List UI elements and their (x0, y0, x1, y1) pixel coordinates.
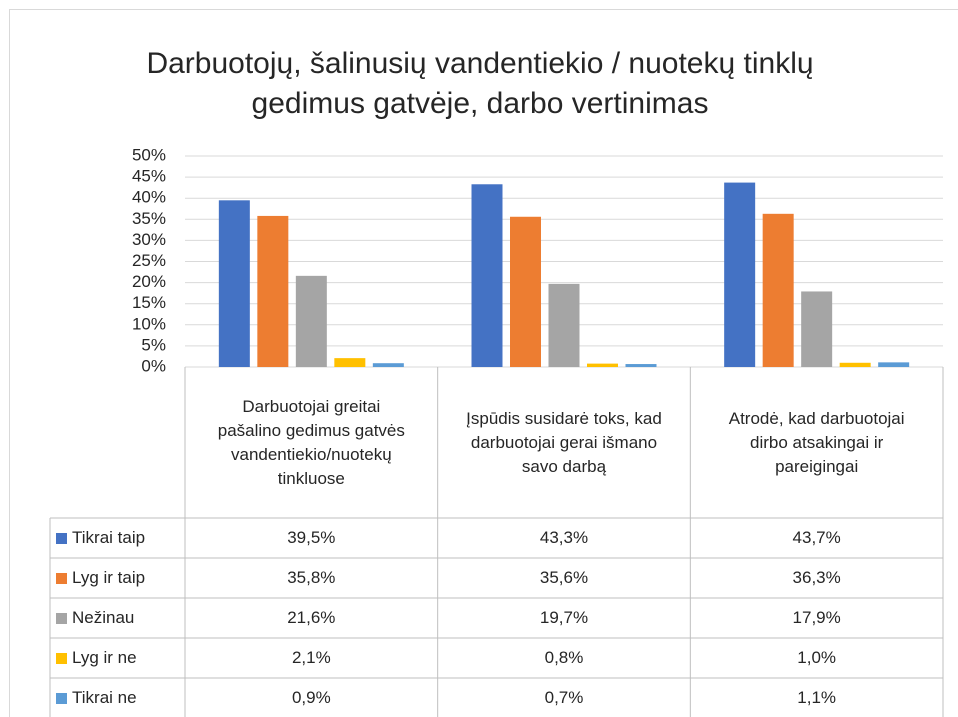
x-tick-label: Darbuotojai greitai pašalino gedimus gat… (217, 396, 405, 488)
data-label: 43,3% (539, 528, 589, 547)
data-label: 35,8% (287, 568, 336, 587)
data-label: 0,7% (544, 688, 584, 707)
y-tick-label: 10% (132, 314, 166, 333)
y-tick-label: 5% (141, 335, 166, 354)
data-label: 21,6% (287, 608, 336, 627)
data-label: 35,6% (539, 568, 589, 587)
bar (762, 213, 794, 367)
chart-title: Darbuotojų, šalinusių vandentiekio / nuo… (146, 47, 814, 120)
y-tick-label: 15% (132, 293, 166, 312)
legend-swatch (56, 572, 67, 584)
bar (257, 215, 289, 367)
legend-swatch (56, 692, 67, 704)
y-tick-label: 35% (132, 209, 166, 228)
legend-entry: Nežinau (50, 598, 185, 638)
bar (295, 275, 327, 367)
legend-swatch (56, 652, 67, 664)
data-label: 1,1% (797, 688, 837, 707)
legend-entry: Lyg ir ne (50, 638, 185, 678)
legend-label: Lyg ir ne (72, 648, 137, 667)
legend-entry: Tikrai ne (50, 678, 185, 717)
y-tick-label: 40% (132, 188, 166, 207)
y-tick-label: 30% (132, 230, 166, 249)
legend-swatch (56, 532, 67, 544)
data-label: 17,9% (792, 608, 841, 627)
legend-label: Nežinau (72, 608, 135, 627)
bar (724, 182, 756, 367)
data-label: 19,7% (539, 608, 589, 627)
data-label: 0,9% (291, 688, 331, 707)
bar (471, 184, 503, 367)
data-label: 1,0% (797, 648, 837, 667)
bar (587, 363, 618, 367)
y-tick-label: 0% (141, 356, 166, 375)
bar (801, 291, 833, 367)
data-label: 2,1% (291, 648, 331, 667)
legend-label: Lyg ir taip (72, 568, 146, 587)
data-label: 36,3% (792, 568, 841, 587)
bar (510, 216, 541, 367)
data-label: 39,5% (287, 528, 336, 547)
chart-border (9, 9, 958, 717)
y-tick-label: 45% (132, 167, 166, 186)
x-tick-label: Atrodė, kad darbuotojai dirbo atsakingai… (728, 408, 905, 476)
bar (878, 362, 910, 367)
y-tick-label: 50% (132, 145, 166, 164)
legend-entry: Lyg ir taip (50, 558, 185, 598)
y-tick-label: 25% (132, 251, 166, 270)
bar (334, 358, 366, 367)
legend-swatch (56, 612, 67, 624)
x-tick-label: Įspūdis susidarė toks, kad darbuotojai g… (466, 408, 662, 476)
data-label: 43,7% (792, 528, 841, 547)
legend-entry: Tikrai taip (50, 518, 185, 558)
legend-label: Tikrai ne (72, 688, 137, 707)
y-tick-label: 20% (132, 272, 166, 291)
bar (625, 364, 657, 367)
bar (839, 362, 871, 367)
data-label: 0,8% (544, 648, 584, 667)
bar (218, 200, 250, 367)
legend-label: Tikrai taip (72, 528, 146, 547)
bar (548, 283, 580, 367)
bar (372, 363, 404, 367)
